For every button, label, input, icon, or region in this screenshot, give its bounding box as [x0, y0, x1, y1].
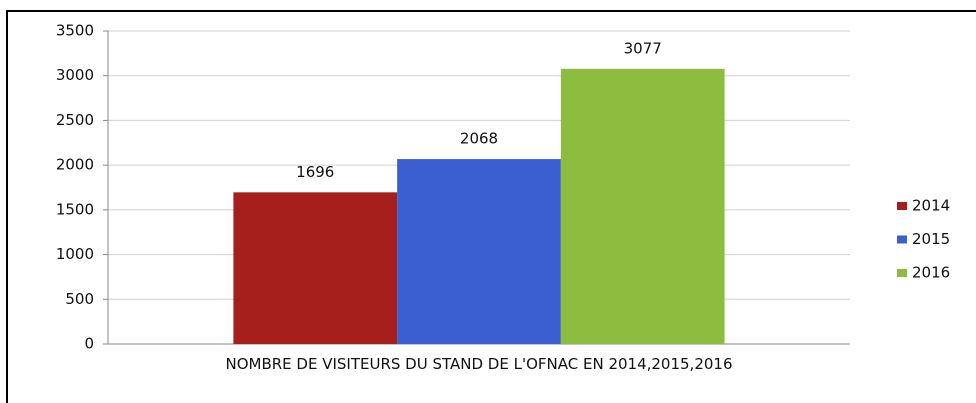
y-tick-label: 1500	[56, 200, 94, 218]
legend-swatch	[897, 235, 907, 244]
y-tick-label: 3500	[56, 22, 94, 40]
legend-label: 2015	[912, 230, 950, 248]
y-tick-label: 3000	[56, 66, 94, 84]
data-label: 3077	[624, 39, 662, 57]
x-category-label: NOMBRE DE VISITEURS DU STAND DE L'OFNAC …	[225, 355, 733, 373]
y-tick-label: 2500	[56, 111, 94, 129]
bar	[397, 159, 561, 344]
legend-swatch	[897, 202, 907, 210]
legend-swatch	[897, 269, 907, 277]
y-tick-label: 2000	[56, 156, 94, 174]
legend-label: 2014	[912, 197, 950, 215]
y-tick-label: 0	[84, 335, 94, 353]
y-tick-label: 1000	[56, 245, 94, 263]
legend-label: 2016	[912, 264, 950, 282]
data-label: 2068	[460, 130, 498, 148]
frame	[6, 10, 976, 403]
data-label: 1696	[296, 163, 334, 181]
y-tick-label: 500	[65, 290, 94, 308]
bar	[560, 68, 725, 345]
bar	[233, 192, 398, 344]
